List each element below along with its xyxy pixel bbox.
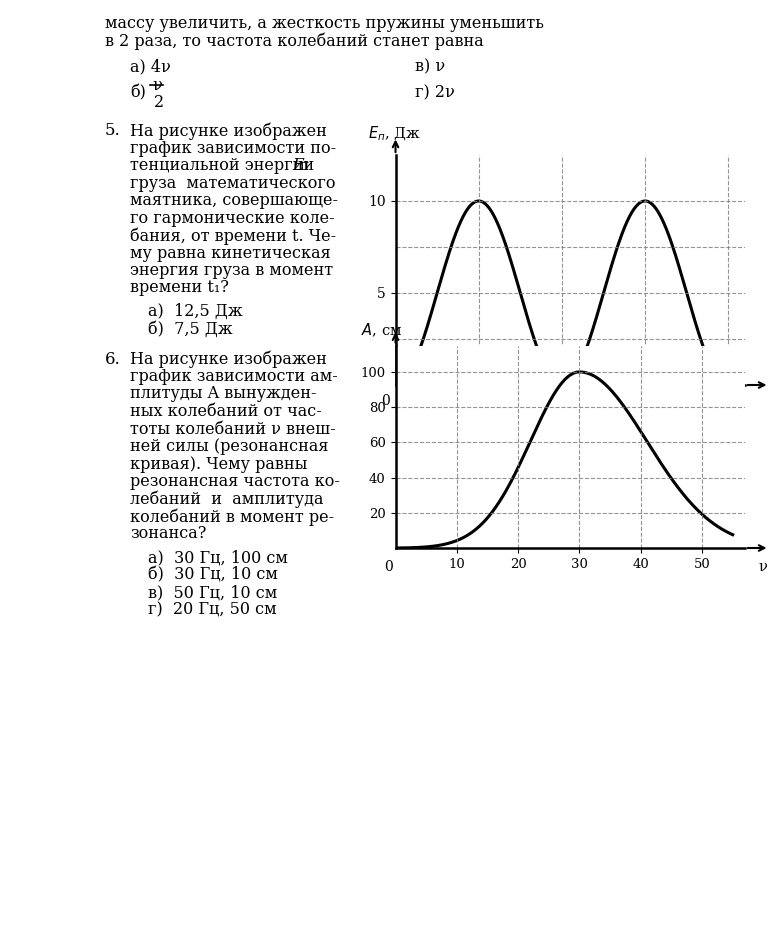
Text: $A$, см: $A$, см xyxy=(360,321,402,339)
Text: E: E xyxy=(292,157,303,174)
Text: 0: 0 xyxy=(384,560,393,574)
Text: г)  20 Гц, 50 см: г) 20 Гц, 50 см xyxy=(148,602,276,619)
Text: На рисунке изображен: На рисунке изображен xyxy=(130,350,327,368)
Text: колебаний в момент ре-: колебаний в момент ре- xyxy=(130,508,334,526)
Text: плитуды A вынужден-: плитуды A вынужден- xyxy=(130,385,316,402)
Text: в)  50 Гц, 10 см: в) 50 Гц, 10 см xyxy=(148,584,277,601)
Text: 0: 0 xyxy=(381,394,389,408)
Text: б)  30 Гц, 10 см: б) 30 Гц, 10 см xyxy=(148,567,278,584)
Text: времени t₁?: времени t₁? xyxy=(130,280,229,296)
Text: а)  30 Гц, 100 см: а) 30 Гц, 100 см xyxy=(148,549,288,566)
Text: $E_{п}$, Дж: $E_{п}$, Дж xyxy=(368,125,421,143)
Text: маятника, совершающе-: маятника, совершающе- xyxy=(130,192,338,209)
Text: ных колебаний от час-: ных колебаний от час- xyxy=(130,403,322,420)
Text: лебаний  и  амплитуда: лебаний и амплитуда xyxy=(130,491,323,508)
Text: а)  12,5 Дж: а) 12,5 Дж xyxy=(148,303,243,320)
Text: тенциальной энергии: тенциальной энергии xyxy=(130,157,319,174)
Text: ней силы (резонансная: ней силы (резонансная xyxy=(130,438,329,455)
Text: 5.: 5. xyxy=(105,122,121,139)
Text: г)  10 Дж: г) 10 Дж xyxy=(415,321,493,338)
Text: зонанса?: зонанса? xyxy=(130,526,207,543)
Text: в 2 раза, то частота колебаний станет равна: в 2 раза, то частота колебаний станет ра… xyxy=(105,32,484,50)
Text: б): б) xyxy=(130,84,146,101)
Text: тоты колебаний ν внеш-: тоты колебаний ν внеш- xyxy=(130,420,336,437)
Text: кривая). Чему равны: кривая). Чему равны xyxy=(130,456,307,473)
Text: массу увеличить, а жесткость пружины уменьшить: массу увеличить, а жесткость пружины уме… xyxy=(105,15,544,32)
Text: 2: 2 xyxy=(154,94,164,111)
Text: ν: ν xyxy=(152,77,162,94)
Text: груза  математического: груза математического xyxy=(130,175,336,192)
Text: п: п xyxy=(300,159,310,173)
Text: На рисунке изображен: На рисунке изображен xyxy=(130,122,327,140)
Text: а) 4ν: а) 4ν xyxy=(130,58,170,75)
Text: б)  7,5 Дж: б) 7,5 Дж xyxy=(148,321,233,338)
Text: в) ν: в) ν xyxy=(415,58,445,75)
Text: $t_1$: $t_1$ xyxy=(564,394,577,413)
Text: го гармонические коле-: го гармонические коле- xyxy=(130,210,335,227)
Text: в)  2,5 Дж: в) 2,5 Дж xyxy=(415,303,499,320)
Text: энергия груза в момент: энергия груза в момент xyxy=(130,262,333,279)
Text: г) 2ν: г) 2ν xyxy=(415,84,455,101)
Text: 6.: 6. xyxy=(105,350,121,367)
Text: ν, Гц: ν, Гц xyxy=(759,560,768,574)
Text: резонансная частота ко-: резонансная частота ко- xyxy=(130,473,340,490)
Text: график зависимости по-: график зависимости по- xyxy=(130,140,336,157)
Text: бания, от времени t. Че-: бания, от времени t. Че- xyxy=(130,227,336,245)
Text: график зависимости ам-: график зависимости ам- xyxy=(130,368,338,385)
Text: му равна кинетическая: му равна кинетическая xyxy=(130,245,331,262)
